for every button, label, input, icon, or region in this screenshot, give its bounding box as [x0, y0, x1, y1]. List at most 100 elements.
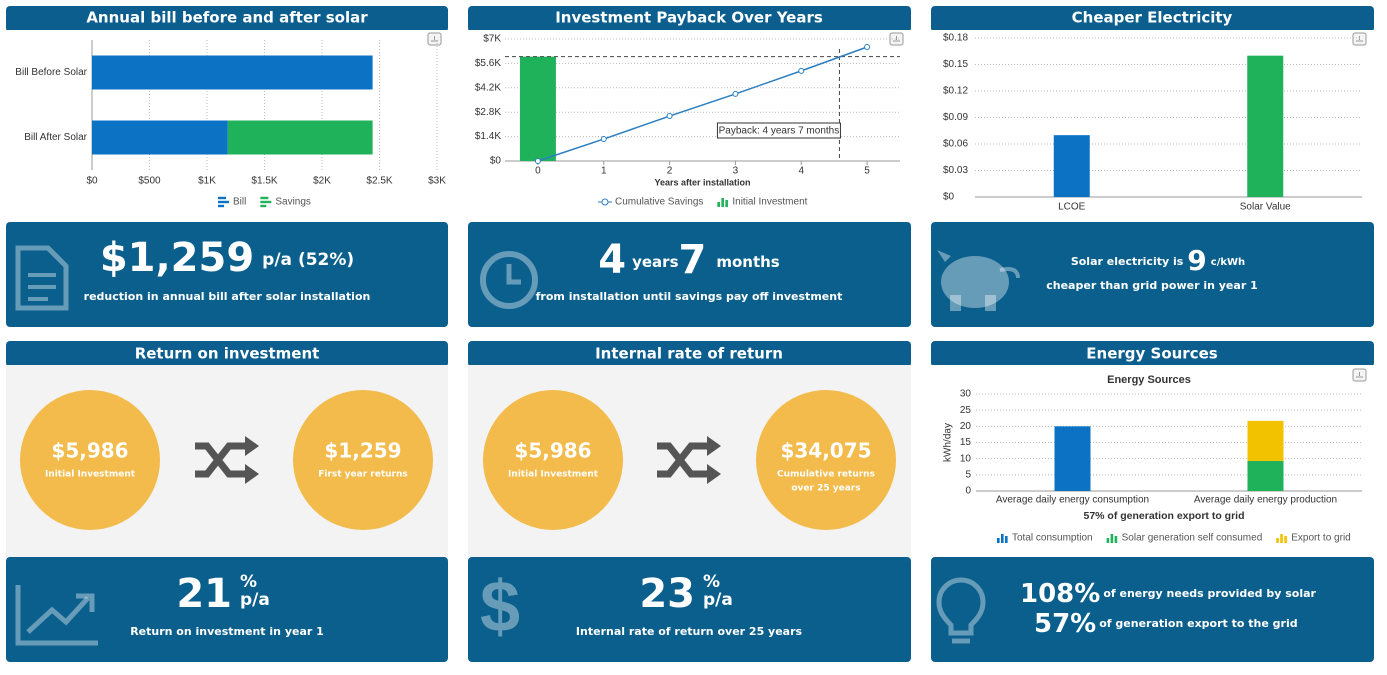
frames [6, 6, 1374, 662]
legend-icon [1276, 538, 1279, 543]
kpi-line: 57% of generation export to the grid [1034, 609, 1298, 639]
y-tick-label: $2.8K [475, 107, 501, 118]
circle-label: Initial Investment [508, 470, 599, 480]
y-axis-title: kWh/day [943, 423, 954, 462]
kpi: 4 years7 months [598, 237, 780, 283]
y-tick-label: $1.4K [475, 131, 501, 142]
kpi-unit: c/kWh [1211, 257, 1245, 268]
download-button[interactable] [1352, 368, 1367, 382]
shuffle-icon [195, 442, 707, 478]
kpi-value: 9 [1187, 244, 1206, 277]
legend-label: Export to grid [1291, 533, 1350, 544]
kpi-text: reduction in annual bill after solar ins… [84, 290, 371, 303]
legend-icon [1005, 536, 1008, 543]
x-tick-label: $2.5K [366, 176, 392, 187]
legend-icon [721, 198, 724, 207]
x-tick-label: Average daily energy consumption [996, 495, 1149, 506]
legend-icon [1114, 536, 1118, 543]
bar [92, 55, 373, 90]
legend-icon [1284, 536, 1287, 543]
download-button[interactable] [1352, 32, 1367, 46]
legend-label: Cumulative Savings [615, 197, 703, 208]
legend-icon [1110, 534, 1114, 543]
legend-icon [601, 198, 609, 206]
x-tick-label: $1.5K [251, 176, 277, 187]
y-tick-label: $0.03 [943, 165, 968, 176]
y-tick-label: $5.6K [475, 58, 501, 69]
line-marker [864, 44, 871, 51]
y-tick-label: $0.06 [943, 139, 968, 150]
x-tick-label: 0 [535, 166, 541, 177]
kpi-prefix: Solar electricity is [1071, 255, 1184, 268]
panel-header: Energy Sources [1086, 345, 1217, 363]
kpi-text: Return on investment in year 1 [130, 625, 324, 638]
legend-icon [218, 200, 229, 204]
legend-icon [1001, 534, 1004, 543]
x-tick-label: $0 [86, 176, 98, 187]
kpi-value: 7 [679, 237, 707, 283]
x-tick-label: 1 [601, 166, 607, 177]
kpi-line: 108% of energy needs provided by solar [1020, 579, 1317, 609]
x-tick-label: LCOE [1058, 202, 1086, 213]
kpi-value: 21 [176, 571, 232, 617]
y-tick-label: $0.15 [943, 59, 968, 70]
circle-label: First year returns [318, 470, 408, 480]
panel-header: Internal rate of return [595, 345, 783, 363]
download-button[interactable] [889, 32, 904, 46]
y-tick-label: $0.18 [943, 33, 968, 44]
bar [227, 120, 373, 155]
download-button[interactable] [427, 32, 442, 46]
lightbulb-icon [936, 577, 986, 644]
circle-value: $34,075 [780, 439, 871, 463]
legend-icon [260, 204, 267, 208]
kpi: Solar electricity is 9 c/kWh [1071, 244, 1245, 277]
x-tick-label: Solar Value [1240, 202, 1291, 213]
y-tick-label: 10 [960, 453, 972, 464]
legend-icon [260, 196, 269, 200]
legend-icon [1280, 534, 1283, 543]
y-tick-label: 15 [960, 437, 972, 448]
x-tick-label: Average daily energy production [1194, 495, 1337, 506]
circle-value: $5,986 [51, 439, 128, 463]
circle-value: $5,986 [514, 439, 591, 463]
x-tick-label: $1K [198, 176, 216, 187]
kpi-value: 108% [1020, 579, 1100, 609]
legend-icon [260, 200, 272, 204]
y-tick-label: $0.12 [943, 86, 968, 97]
y-tick-label: $4.2K [475, 82, 501, 93]
legend-icon [717, 202, 720, 207]
legend-icon [725, 200, 728, 207]
x-tick-label: 5 [864, 166, 870, 177]
kpi-text: of energy needs provided by solar [1103, 587, 1316, 600]
bar [1247, 420, 1284, 461]
panel-header: Annual bill before and after solar [86, 9, 368, 27]
y-tick-label: Bill Before Solar [15, 67, 87, 78]
kpi-unit: months [716, 253, 779, 271]
y-tick-label: $0.09 [943, 112, 968, 123]
kpi-unit: % [703, 572, 720, 592]
kpi-unit: % [240, 572, 257, 592]
legend-label: Bill [233, 197, 246, 208]
panel-header: Cheaper Electricity [1072, 9, 1233, 27]
bar [92, 120, 228, 155]
bar [1053, 135, 1090, 197]
x-tick-label: $3K [428, 176, 446, 187]
annotation-box [716, 122, 841, 139]
circle-label: Cumulative returns [777, 470, 875, 480]
x-tick-label: $500 [138, 176, 161, 187]
circle-label: Initial Investment [45, 470, 136, 480]
legend-label: Savings [275, 197, 311, 208]
legend-label: Total consumption [1012, 533, 1093, 544]
clock-icon [480, 251, 538, 309]
line-marker [534, 158, 541, 164]
y-tick-label: 20 [960, 421, 972, 432]
legend-icon [997, 538, 1000, 543]
x-tick-label: 3 [733, 166, 739, 177]
annotation: Payback: 4 years 7 months [719, 126, 840, 137]
y-tick-label: 0 [965, 486, 971, 497]
panel-header: Investment Payback Over Years [555, 9, 823, 27]
kpi-value: 23 [639, 571, 695, 617]
y-tick-label: 25 [960, 405, 972, 416]
y-tick-label: Bill After Solar [24, 132, 87, 143]
